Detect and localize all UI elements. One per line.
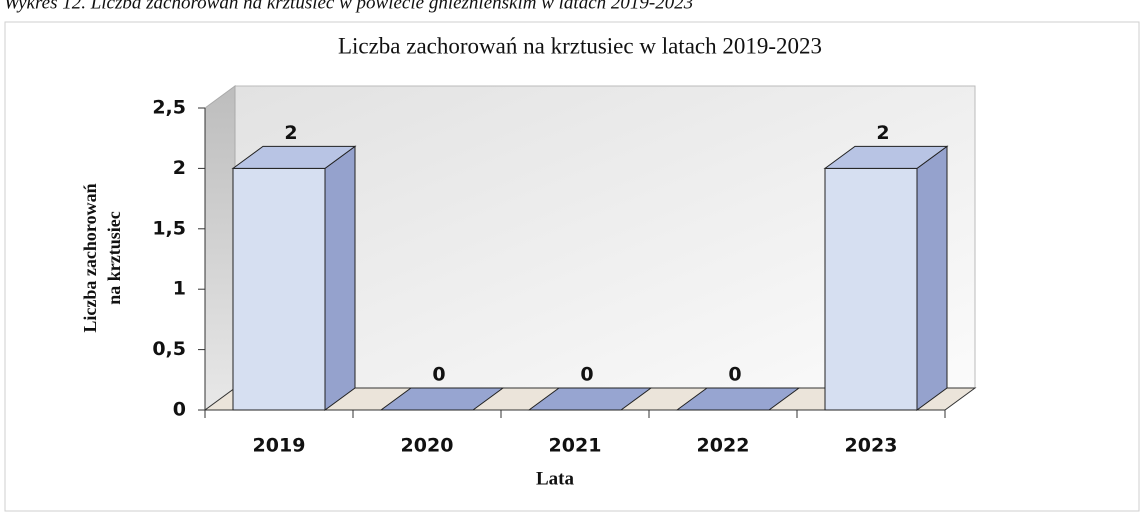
y-tick-label: 0,5	[152, 338, 186, 360]
y-tick-label: 1,5	[152, 217, 186, 239]
caption: Wykres 12. Liczba zachorowań na krztusie…	[4, 0, 693, 13]
value-label: 2	[876, 122, 889, 144]
side-wall	[204, 85, 236, 411]
chart-frame	[4, 21, 1140, 512]
x-tick-label: 2019	[253, 435, 306, 457]
x-tick-label: 2021	[549, 435, 602, 457]
value-label: 0	[432, 364, 445, 386]
x-tick-label: 2023	[845, 435, 898, 457]
bar-side	[324, 145, 356, 411]
x-tick-label: 2022	[697, 435, 750, 457]
bar-front	[232, 167, 326, 411]
y-tick-label: 2,5	[152, 97, 186, 119]
bar	[675, 387, 801, 411]
y-axis-title: Liczba zachorowań na krztusiec	[80, 183, 124, 332]
value-label: 2	[284, 122, 297, 144]
y-tick-label: 0	[173, 399, 186, 421]
chart-title: Liczba zachorowań na krztusiec w latach …	[338, 33, 822, 58]
bar-front	[824, 167, 918, 411]
bar-top	[823, 145, 949, 169]
y-tick-label: 2	[173, 157, 186, 179]
y-axis-title-line: Liczba zachorowań	[80, 183, 100, 332]
bar	[379, 387, 505, 411]
bar	[527, 387, 653, 411]
bar	[823, 145, 949, 411]
bar-side	[916, 145, 948, 411]
x-axis-title: Lata	[536, 468, 575, 489]
bar-top	[675, 387, 801, 411]
value-label: 0	[728, 364, 741, 386]
y-tick-label: 1	[173, 278, 186, 300]
value-label: 0	[580, 364, 593, 386]
x-tick-label: 2020	[401, 435, 454, 457]
bar	[231, 145, 357, 411]
bar-top	[527, 387, 653, 411]
y-axis-title-line: na krztusiec	[104, 211, 124, 305]
bar-top	[379, 387, 505, 411]
bar-top	[231, 145, 357, 169]
